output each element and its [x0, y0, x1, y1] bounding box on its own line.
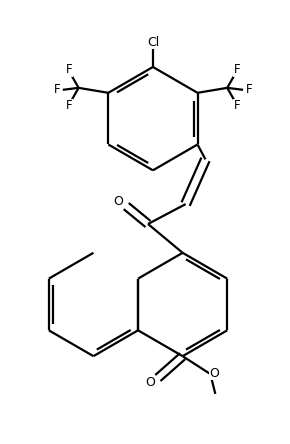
- Text: F: F: [65, 63, 72, 76]
- Text: F: F: [65, 99, 72, 112]
- Text: Cl: Cl: [147, 36, 159, 49]
- Text: F: F: [234, 99, 240, 112]
- Text: O: O: [113, 194, 123, 208]
- Text: O: O: [209, 367, 219, 380]
- Text: O: O: [145, 377, 155, 389]
- Text: F: F: [54, 83, 60, 96]
- Text: F: F: [246, 83, 252, 96]
- Text: F: F: [234, 63, 240, 76]
